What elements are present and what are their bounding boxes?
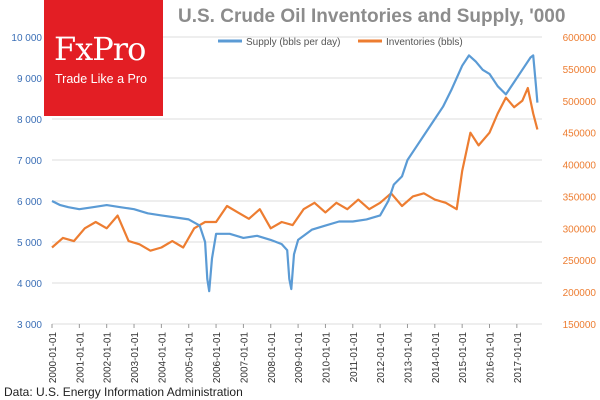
chart-title: U.S. Crude Oil Inventories and Supply, '… [178,6,566,27]
left-tick-label: 8 000 [17,115,42,126]
left-tick-label: 6 000 [17,197,42,208]
left-tick-label: 10 000 [11,33,42,44]
x-tick-label: 2007-01-01 [239,332,250,384]
legend-label-supply: Supply (bbls per day) [246,37,341,48]
x-tick-label: 2000-01-01 [48,332,59,384]
plot-area [51,54,539,293]
x-tick-label: 2010-01-01 [321,332,332,384]
x-axis: 2000-01-01 2001-01-01 2002-01-01 2003-01-01… [48,324,524,383]
right-axis: 150000 200000 250000 300000 350000 400000 4500… [563,33,597,331]
right-tick-label: 400000 [563,161,597,172]
x-tick-label: 2003-01-01 [130,332,141,384]
series-line-supply [51,54,539,293]
right-tick-label: 500000 [563,97,597,108]
series-line-inventories [51,86,539,252]
left-tick-label: 3 000 [17,320,42,331]
source-note: Data: U.S. Energy Information Administra… [4,385,243,399]
x-tick-label: 2005-01-01 [185,332,196,384]
right-tick-label: 300000 [563,224,597,235]
right-tick-label: 200000 [563,288,597,299]
left-tick-label: 7 000 [17,156,42,167]
left-axis: 3 000 4 000 5 000 6 000 7 000 8 000 9 000 10 00… [11,33,42,331]
right-tick-label: 150000 [563,320,597,331]
left-tick-label: 9 000 [17,74,42,85]
legend: Supply (bbls per day) Inventories (bbls) [218,37,463,48]
x-tick-label: 2001-01-01 [75,332,86,384]
x-tick-label: 2011-01-01 [349,332,360,383]
legend-label-inventories: Inventories (bbls) [386,37,463,48]
x-tick-label: 2009-01-01 [294,332,305,384]
x-tick-label: 2017-01-01 [513,332,524,384]
x-tick-label: 2008-01-01 [267,332,278,384]
right-tick-label: 350000 [563,192,597,203]
x-tick-label: 2006-01-01 [212,332,223,384]
x-tick-label: 2002-01-01 [103,332,114,384]
logo-brand-name: FxPro [54,30,146,68]
left-tick-label: 5 000 [17,238,42,249]
right-tick-label: 450000 [563,129,597,140]
x-tick-label: 2013-01-01 [403,332,414,384]
left-tick-label: 4 000 [17,279,42,290]
right-tick-label: 250000 [563,256,597,267]
x-tick-label: 2016-01-01 [486,332,497,384]
x-tick-label: 2014-01-01 [431,332,442,384]
x-tick-label: 2004-01-01 [157,332,168,384]
x-tick-label: 2012-01-01 [376,332,387,384]
x-tick-label: 2015-01-01 [458,332,469,384]
right-tick-label: 550000 [563,65,597,76]
fxpro-logo: FxPro Trade Like a Pro [44,0,163,116]
right-tick-label: 600000 [563,33,597,44]
logo-tagline: Trade Like a Pro [55,72,147,86]
